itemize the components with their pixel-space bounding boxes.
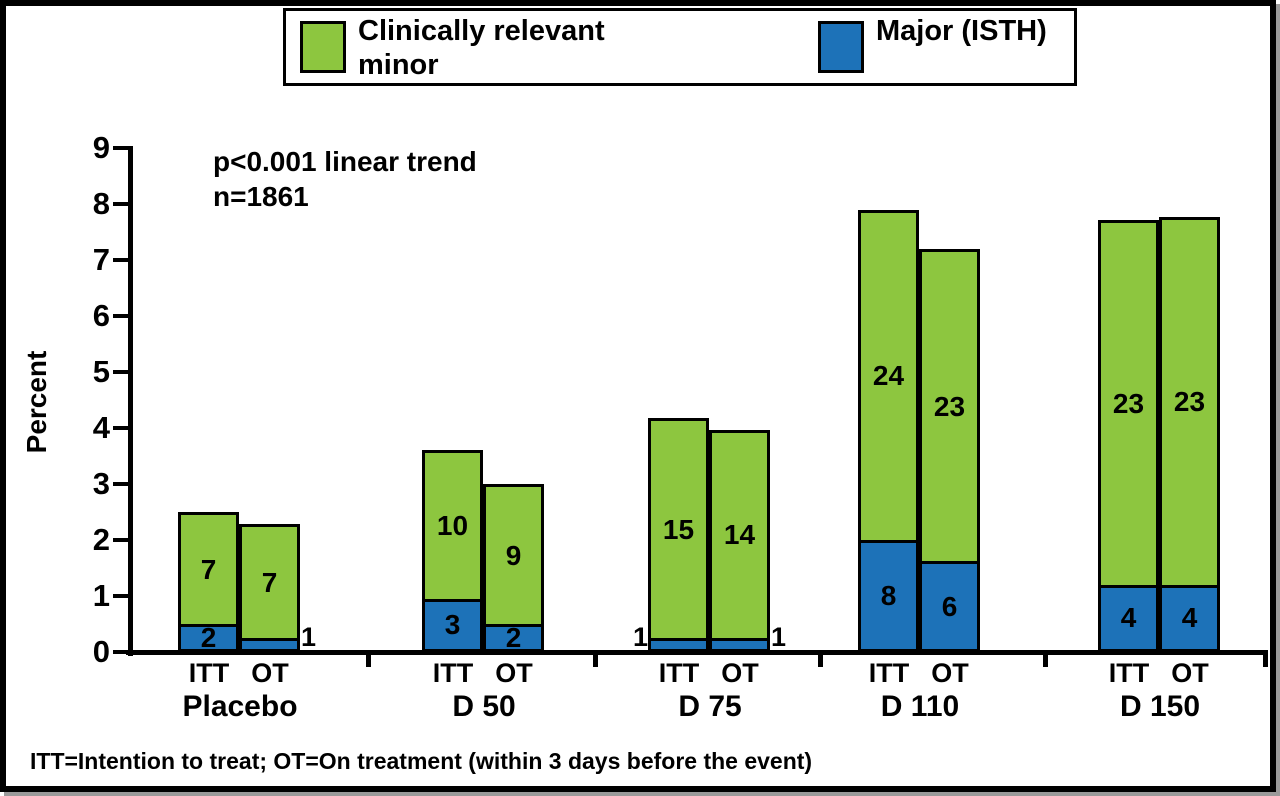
y-tick-mark	[113, 314, 128, 318]
major-count-label: 1	[771, 622, 787, 652]
minor-count-label: 24	[872, 360, 905, 392]
y-axis	[128, 146, 133, 656]
annotation-n: n=1861	[213, 181, 309, 212]
bar-segment-minor	[709, 429, 770, 641]
y-tick-label: 9	[92, 130, 110, 165]
minor-count-label: 23	[1112, 387, 1145, 419]
bar-segment-minor	[648, 418, 709, 641]
minor-count-label: 7	[200, 553, 217, 585]
bar-segment-minor	[919, 248, 980, 565]
legend: Clinically relevant minor Major (ISTH)	[283, 8, 1077, 86]
x-tick-mark	[1263, 650, 1268, 667]
y-tick-mark	[113, 594, 128, 598]
bar-sublabel: ITT	[868, 658, 910, 688]
major-count-label: 6	[941, 590, 958, 622]
bar-sublabel: OT	[495, 658, 533, 688]
bar-sublabel: OT	[251, 658, 289, 688]
bar-sublabel: ITT	[432, 658, 474, 688]
major-swatch-icon	[818, 21, 864, 73]
minor-count-label: 10	[436, 510, 469, 542]
major-count-label: 1	[301, 622, 317, 652]
x-tick-mark	[1043, 650, 1048, 667]
bar-sublabel: ITT	[188, 658, 230, 688]
bar-sublabel: OT	[931, 658, 969, 688]
y-tick-mark	[113, 370, 128, 374]
y-tick-label: 0	[92, 634, 110, 669]
x-tick-mark	[593, 650, 598, 667]
bar-segment-minor	[483, 484, 544, 627]
y-tick-mark	[113, 258, 128, 262]
minor-count-label: 14	[723, 519, 756, 551]
major-count-label: 4	[1120, 602, 1137, 634]
y-tick-label: 2	[92, 522, 110, 557]
bar-segment-major	[858, 540, 919, 652]
group-label: D 50	[452, 690, 516, 723]
y-tick-label: 5	[92, 354, 110, 389]
y-tick-label: 4	[92, 410, 110, 445]
y-tick-label: 1	[92, 578, 110, 613]
major-count-label: 4	[1181, 602, 1198, 634]
annotation-pvalue: p<0.001 linear trend	[213, 146, 477, 177]
bar-sublabel: OT	[721, 658, 759, 688]
minor-count-label: 15	[662, 513, 695, 545]
x-tick-mark	[818, 650, 823, 667]
legend-label-minor: Clinically relevant minor	[358, 15, 605, 81]
group-label: D 110	[880, 690, 960, 723]
major-count-label: 2	[505, 622, 522, 653]
major-count-label: 2	[200, 622, 217, 653]
y-tick-label: 7	[92, 242, 110, 277]
legend-entry-major: Major (ISTH)	[818, 11, 1078, 83]
annotation: p<0.001 linear trend n=1861	[213, 144, 477, 214]
x-tick-mark	[366, 650, 371, 667]
minor-count-label: 7	[261, 566, 278, 598]
y-tick-mark	[113, 146, 128, 150]
bar-sublabel: ITT	[1108, 658, 1150, 688]
bar-segment-minor	[1098, 219, 1159, 588]
y-tick-label: 8	[92, 186, 110, 221]
bar-sublabel: OT	[1171, 658, 1209, 688]
group-label: D 75	[678, 690, 742, 723]
minor-count-label: 9	[505, 539, 522, 571]
major-count-label: 8	[880, 580, 897, 611]
bar-sublabel: ITT	[658, 658, 700, 688]
bar-segment-minor	[858, 209, 919, 543]
y-tick-mark	[113, 426, 128, 430]
footnote: ITT=Intention to treat; OT=On treatment …	[30, 748, 813, 774]
legend-label-major: Major (ISTH)	[876, 15, 1047, 47]
y-tick-mark	[113, 538, 128, 542]
group-label: Placebo	[182, 690, 298, 723]
y-tick-label: 6	[92, 298, 110, 333]
y-tick-mark	[113, 202, 128, 206]
legend-entry-minor: Clinically relevant minor	[300, 11, 740, 83]
minor-count-label: 23	[933, 390, 966, 422]
x-axis	[126, 650, 1268, 655]
y-tick-mark	[113, 650, 128, 654]
minor-count-label: 23	[1173, 386, 1206, 418]
bar-segment-minor	[178, 512, 239, 627]
bar-segment-minor	[422, 450, 483, 602]
bar-segment-minor	[1159, 216, 1220, 588]
y-tick-mark	[113, 482, 128, 486]
group-label: D 150	[1119, 690, 1201, 723]
minor-swatch-icon	[300, 21, 346, 73]
bar-segment-minor	[239, 524, 300, 641]
major-count-label: 1	[632, 622, 648, 652]
y-tick-label: 3	[92, 466, 110, 501]
major-count-label: 3	[444, 609, 461, 641]
y-axis-title: Percent	[21, 350, 52, 454]
